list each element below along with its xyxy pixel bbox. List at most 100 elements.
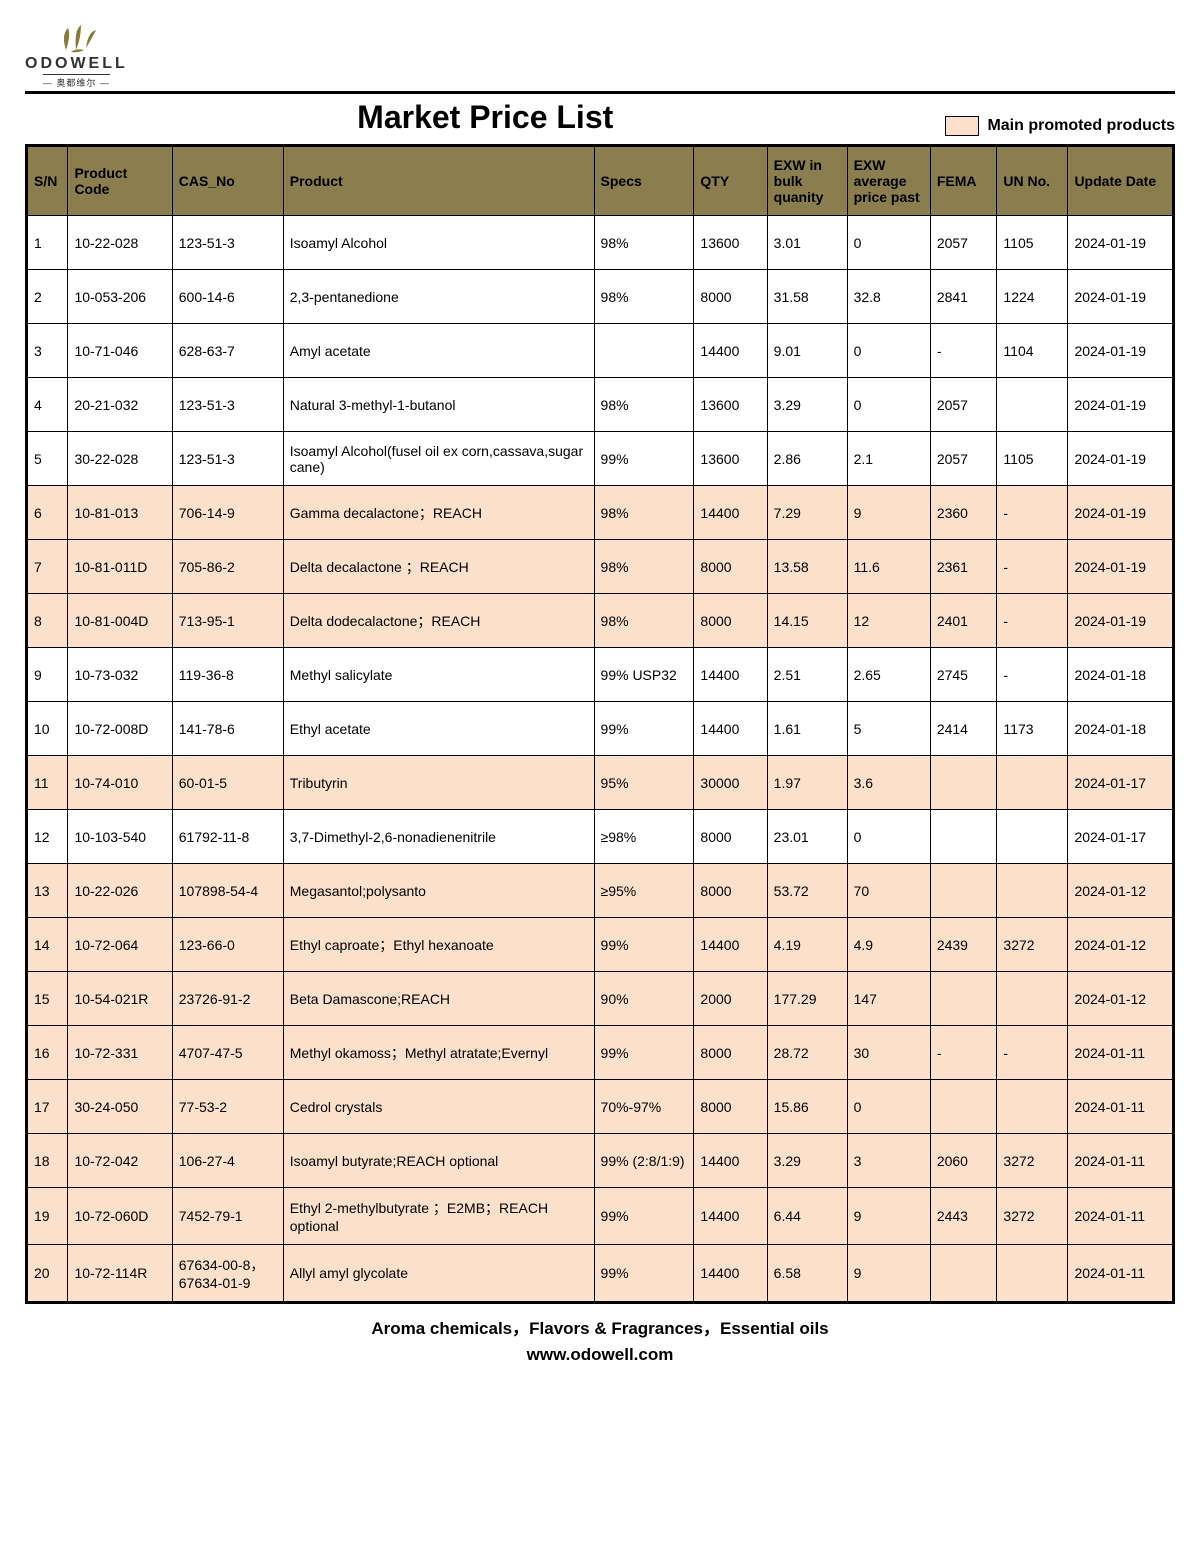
cell-un: 3272 — [997, 1134, 1068, 1188]
table-row: 310-71-046628-63-7Amyl acetate144009.010… — [27, 324, 1174, 378]
legend-label: Main promoted products — [987, 117, 1175, 135]
cell-fema — [930, 1245, 997, 1303]
column-header: EXW average price past — [847, 146, 930, 216]
cell-code: 20-21-032 — [68, 378, 172, 432]
table-row: 1010-72-008D141-78-6Ethyl acetate99%1440… — [27, 702, 1174, 756]
table-row: 1310-22-026107898-54-4Megasantol;polysan… — [27, 864, 1174, 918]
cell-exw_bulk: 31.58 — [767, 270, 847, 324]
table-row: 810-81-004D713-95-1Delta dodecalactone；R… — [27, 594, 1174, 648]
column-header: Specs — [594, 146, 694, 216]
cell-cas: 119-36-8 — [172, 648, 283, 702]
cell-sn: 15 — [27, 972, 68, 1026]
cell-qty: 30000 — [694, 756, 767, 810]
cell-sn: 11 — [27, 756, 68, 810]
cell-sn: 18 — [27, 1134, 68, 1188]
cell-cas: 77-53-2 — [172, 1080, 283, 1134]
cell-fema: 2401 — [930, 594, 997, 648]
cell-exw_bulk: 15.86 — [767, 1080, 847, 1134]
cell-sn: 14 — [27, 918, 68, 972]
cell-date: 2024-01-18 — [1068, 702, 1174, 756]
cell-un: 3272 — [997, 1188, 1068, 1245]
cell-fema: 2414 — [930, 702, 997, 756]
cell-date: 2024-01-19 — [1068, 270, 1174, 324]
cell-exw_bulk: 4.19 — [767, 918, 847, 972]
cell-un: - — [997, 648, 1068, 702]
cell-specs: 98% — [594, 378, 694, 432]
cell-sn: 13 — [27, 864, 68, 918]
column-header: CAS_No — [172, 146, 283, 216]
cell-sn: 7 — [27, 540, 68, 594]
cell-date: 2024-01-19 — [1068, 594, 1174, 648]
table-row: 610-81-013706-14-9Gamma decalactone；REAC… — [27, 486, 1174, 540]
table-row: 1730-24-05077-53-2Cedrol crystals70%-97%… — [27, 1080, 1174, 1134]
cell-cas: 4707-47-5 — [172, 1026, 283, 1080]
cell-exw_bulk: 7.29 — [767, 486, 847, 540]
cell-code: 10-71-046 — [68, 324, 172, 378]
cell-code: 10-81-011D — [68, 540, 172, 594]
cell-product: Amyl acetate — [283, 324, 594, 378]
cell-date: 2024-01-12 — [1068, 864, 1174, 918]
cell-exw_avg: 70 — [847, 864, 930, 918]
cell-fema — [930, 972, 997, 1026]
cell-product: Ethyl acetate — [283, 702, 594, 756]
cell-exw_bulk: 28.72 — [767, 1026, 847, 1080]
cell-sn: 12 — [27, 810, 68, 864]
column-header: Product Code — [68, 146, 172, 216]
cell-product: Tributyrin — [283, 756, 594, 810]
cell-fema: 2057 — [930, 216, 997, 270]
cell-product: Cedrol crystals — [283, 1080, 594, 1134]
brand-name: ODOWELL — [25, 55, 128, 73]
cell-un: - — [997, 486, 1068, 540]
cell-exw_avg: 0 — [847, 810, 930, 864]
table-row: 1610-72-3314707-47-5Methyl okamoss；Methy… — [27, 1026, 1174, 1080]
cell-sn: 2 — [27, 270, 68, 324]
cell-code: 10-72-042 — [68, 1134, 172, 1188]
cell-cas: 23726-91-2 — [172, 972, 283, 1026]
cell-exw_avg: 32.8 — [847, 270, 930, 324]
cell-un — [997, 864, 1068, 918]
cell-fema: 2060 — [930, 1134, 997, 1188]
table-row: 420-21-032123-51-3Natural 3-methyl-1-but… — [27, 378, 1174, 432]
cell-sn: 20 — [27, 1245, 68, 1303]
cell-specs: 99% — [594, 1188, 694, 1245]
cell-specs: 98% — [594, 216, 694, 270]
logo-icon — [46, 20, 106, 55]
column-header: UN No. — [997, 146, 1068, 216]
cell-exw_avg: 0 — [847, 1080, 930, 1134]
table-row: 1510-54-021R23726-91-2Beta Damascone;REA… — [27, 972, 1174, 1026]
cell-date: 2024-01-12 — [1068, 918, 1174, 972]
cell-exw_avg: 5 — [847, 702, 930, 756]
cell-qty: 8000 — [694, 270, 767, 324]
cell-date: 2024-01-18 — [1068, 648, 1174, 702]
cell-qty: 2000 — [694, 972, 767, 1026]
cell-code: 10-74-010 — [68, 756, 172, 810]
cell-exw_avg: 4.9 — [847, 918, 930, 972]
cell-sn: 19 — [27, 1188, 68, 1245]
page-title: Market Price List — [25, 99, 945, 136]
cell-qty: 13600 — [694, 378, 767, 432]
cell-date: 2024-01-19 — [1068, 540, 1174, 594]
cell-exw_avg: 0 — [847, 216, 930, 270]
cell-date: 2024-01-12 — [1068, 972, 1174, 1026]
cell-un: - — [997, 540, 1068, 594]
brand-logo: ODOWELL — 奥都维尔 — — [25, 20, 128, 89]
cell-date: 2024-01-17 — [1068, 756, 1174, 810]
table-row: 910-73-032119-36-8Methyl salicylate99% U… — [27, 648, 1174, 702]
cell-exw_avg: 12 — [847, 594, 930, 648]
cell-code: 10-81-004D — [68, 594, 172, 648]
cell-date: 2024-01-19 — [1068, 378, 1174, 432]
cell-fema: 2745 — [930, 648, 997, 702]
cell-qty: 14400 — [694, 1188, 767, 1245]
page-header: ODOWELL — 奥都维尔 — — [25, 20, 1175, 94]
cell-specs: ≥95% — [594, 864, 694, 918]
cell-un: 1104 — [997, 324, 1068, 378]
cell-code: 10-54-021R — [68, 972, 172, 1026]
cell-fema — [930, 810, 997, 864]
page-footer: Aroma chemicals，Flavors & Fragrances，Ess… — [25, 1316, 1175, 1367]
table-body: 110-22-028123-51-3Isoamyl Alcohol98%1360… — [27, 216, 1174, 1303]
cell-exw_bulk: 6.44 — [767, 1188, 847, 1245]
cell-specs: 70%-97% — [594, 1080, 694, 1134]
cell-code: 30-22-028 — [68, 432, 172, 486]
cell-qty: 8000 — [694, 1026, 767, 1080]
cell-sn: 16 — [27, 1026, 68, 1080]
